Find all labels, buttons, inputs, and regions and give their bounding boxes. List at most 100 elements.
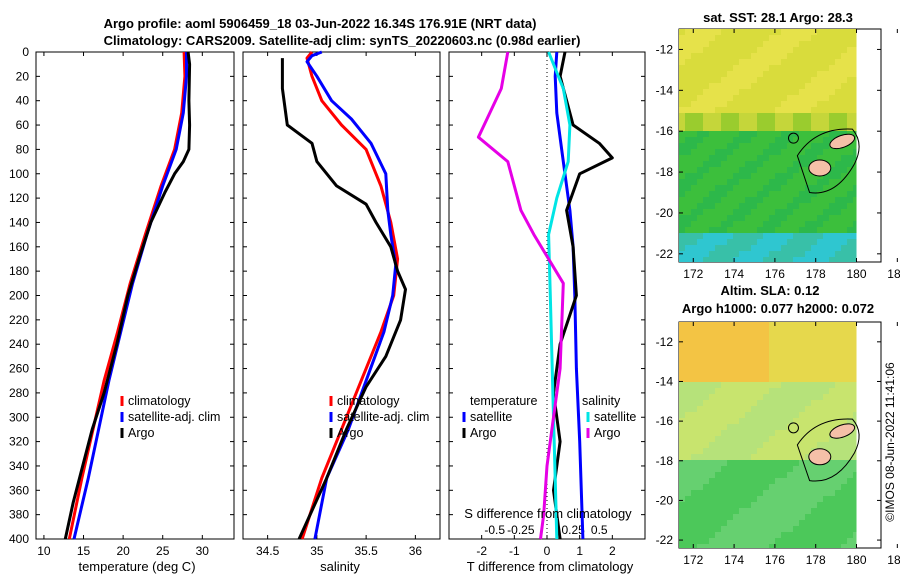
map-cell — [757, 346, 763, 352]
map-cell — [805, 340, 811, 346]
map-cell — [787, 143, 793, 149]
map-cell — [733, 424, 739, 430]
map-cell — [739, 406, 745, 412]
map-cell — [721, 340, 727, 346]
map-cell — [781, 59, 787, 65]
map-cell — [679, 107, 685, 113]
map-cell — [679, 358, 685, 364]
map-cell — [781, 197, 787, 203]
map-cell — [751, 203, 757, 209]
map-cell — [679, 89, 685, 95]
map-cell — [679, 496, 685, 502]
map-cell — [685, 77, 691, 83]
map-cell — [763, 520, 769, 526]
map-cell — [847, 143, 853, 149]
map-cell — [853, 245, 857, 251]
map-cell — [805, 334, 811, 340]
map-cell — [745, 436, 751, 442]
map-cell — [793, 95, 799, 101]
map-cell — [691, 382, 697, 388]
map-cell — [823, 185, 829, 191]
map-cell — [817, 77, 823, 83]
map-cell — [787, 328, 793, 334]
map-cell — [811, 364, 817, 370]
map-cell — [817, 149, 823, 155]
depth-tick-label: 380 — [9, 508, 29, 522]
map-cell — [697, 47, 703, 53]
map-cell — [793, 239, 799, 245]
map-cell — [739, 107, 745, 113]
map-cell — [757, 131, 763, 137]
map-cell — [745, 221, 751, 227]
map-cell — [697, 448, 703, 454]
map-cell — [769, 29, 775, 35]
map-cell — [799, 41, 805, 47]
map-cell — [775, 155, 781, 161]
map-cell — [853, 101, 857, 107]
map-cell — [841, 71, 847, 77]
map-cell — [847, 520, 853, 526]
map-cell — [715, 125, 721, 131]
map-cell — [709, 418, 715, 424]
map-cell — [817, 496, 823, 502]
map-cell — [679, 167, 685, 173]
map-cell — [715, 197, 721, 203]
map-cell — [817, 215, 823, 221]
map-cell — [745, 77, 751, 83]
x-tick-label: 25 — [156, 544, 170, 558]
map-cell — [745, 340, 751, 346]
map-cell — [697, 520, 703, 526]
map-cell — [691, 203, 697, 209]
map-cell — [805, 167, 811, 173]
map-cell — [769, 370, 775, 376]
depth-tick-label: 220 — [9, 313, 29, 327]
map-cell — [799, 215, 805, 221]
map-cell — [757, 328, 763, 334]
map-cell — [799, 388, 805, 394]
map-cell — [799, 233, 805, 239]
map-cell — [733, 478, 739, 484]
map-cell — [799, 251, 805, 257]
map-cell — [853, 370, 857, 376]
depth-tick-label: 140 — [9, 215, 29, 229]
map-cell — [853, 394, 857, 400]
map-cell — [763, 227, 769, 233]
map-cell — [769, 221, 775, 227]
map-cell — [721, 424, 727, 430]
map-cell — [703, 155, 709, 161]
map-cell — [781, 394, 787, 400]
depth-tick-label: 100 — [9, 167, 29, 181]
map-cell — [739, 346, 745, 352]
map-cell — [853, 430, 857, 436]
map-cell — [853, 119, 857, 125]
map-cell — [769, 89, 775, 95]
map-cell — [799, 95, 805, 101]
map-cell — [853, 364, 857, 370]
map-cell — [835, 394, 841, 400]
map-cell — [691, 352, 697, 358]
map-cell — [781, 215, 787, 221]
map-cell — [787, 119, 793, 125]
map-cell — [709, 131, 715, 137]
map-cell — [715, 370, 721, 376]
map-cell — [739, 436, 745, 442]
map-cell — [697, 514, 703, 520]
map-cell — [775, 53, 781, 59]
map-cell — [811, 328, 817, 334]
map-cell — [709, 424, 715, 430]
map-cell — [757, 119, 763, 125]
map-cell — [703, 197, 709, 203]
map-cell — [703, 29, 709, 35]
map-cell — [727, 113, 733, 119]
map-cell — [739, 466, 745, 472]
map-cell — [853, 35, 857, 41]
map-cell — [685, 520, 691, 526]
map-cell — [733, 107, 739, 113]
map-cell — [811, 113, 817, 119]
map-cell — [691, 137, 697, 143]
map-cell — [811, 376, 817, 382]
map-cell — [733, 448, 739, 454]
map-cell — [721, 251, 727, 257]
map-cell — [709, 161, 715, 167]
map-cell — [853, 149, 857, 155]
